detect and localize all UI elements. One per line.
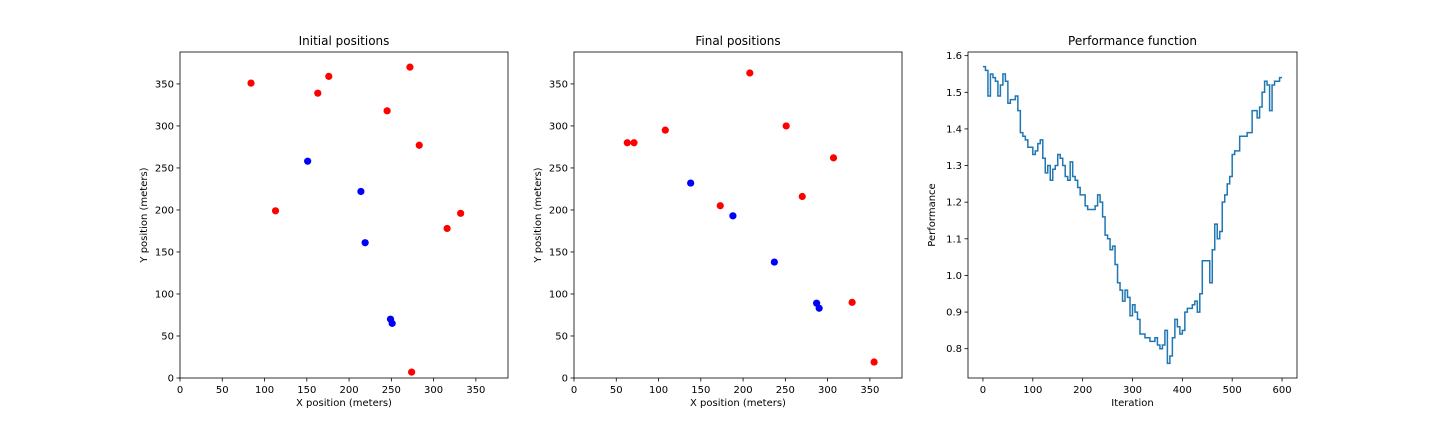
data-point [687,179,695,187]
x-tick-label: 300 [818,385,837,396]
final-positions-chart: Final positions X position (meters) Y po… [533,34,903,409]
data-point [716,202,724,210]
x-tick-label: 300 [1123,385,1142,396]
x-tick-label: 100 [255,385,274,396]
plot-frame [573,51,903,379]
data-point [457,209,465,217]
plot-area [982,65,1283,365]
x-tick-label: 200 [340,385,359,396]
series-line [982,65,1283,365]
y-tick-label: 0 [562,374,568,385]
y-tick-label: 1.4 [946,124,962,135]
y-tick-label: 1.1 [946,234,962,245]
chart-title: Performance function [1068,34,1197,48]
x-tick-label: 500 [1223,385,1242,396]
x-tick-label: 0 [571,385,577,396]
y-tick-label: 1.3 [946,161,962,172]
x-tick-label: 0 [980,385,986,396]
data-point [782,122,790,130]
y-tick-label: 250 [155,163,174,174]
y-tick-label: 1.6 [946,51,962,62]
x-tick-label: 150 [297,385,316,396]
x-tick-label: 50 [216,385,229,396]
y-tick-label: 0 [168,374,174,385]
y-tick-label: 150 [155,247,174,258]
x-tick-label: 400 [1173,385,1192,396]
x-tick-label: 150 [691,385,710,396]
y-tick-label: 1.0 [946,271,962,282]
plot-area [623,69,878,366]
data-point [408,368,416,376]
x-tick-label: 0 [177,385,183,396]
y-tick-label: 350 [549,79,568,90]
y-tick-label: 150 [549,247,568,258]
y-tick-label: 1.2 [946,198,962,209]
y-tick-label: 1.5 [946,88,962,99]
y-tick-label: 100 [155,289,174,300]
x-tick-label: 600 [1272,385,1291,396]
x-tick-label: 100 [1023,385,1042,396]
x-tick-label: 250 [382,385,401,396]
plot-frame [179,51,509,379]
data-point [848,298,856,306]
y-tick-label: 0.8 [946,344,962,355]
data-point [770,258,778,266]
data-point [325,72,333,80]
data-point [443,224,451,233]
x-tick-label: 50 [610,385,623,396]
performance-function-chart: Performance function Iteration Performan… [927,34,1298,409]
x-tick-label: 200 [1073,385,1092,396]
data-point [746,69,754,77]
data-point [304,157,312,165]
plot-area [247,63,465,376]
x-tick-label: 200 [734,385,753,396]
y-axis-label: Y position (meters) [139,167,150,263]
data-point [870,358,878,366]
y-tick-label: 300 [155,121,174,132]
data-point [314,89,322,97]
initial-positions-chart: Initial positions X position (meters) Y … [139,34,509,409]
data-point [815,304,823,312]
y-tick-label: 200 [155,205,174,216]
x-tick-label: 100 [649,385,668,396]
x-tick-label: 250 [776,385,795,396]
x-axis-label: X position (meters) [690,398,786,409]
y-tick-label: 50 [161,331,174,342]
y-tick-label: 350 [155,79,174,90]
data-point [361,239,369,247]
x-axis-label: X position (meters) [296,398,392,409]
y-tick-label: 300 [549,121,568,132]
data-point [271,207,280,215]
data-point [406,63,414,71]
data-point [630,139,638,147]
x-tick-label: 350 [466,385,485,396]
y-axis-label: Y position (meters) [533,167,544,263]
y-tick-label: 200 [549,205,568,216]
chart-title: Final positions [695,34,780,48]
data-point [415,141,423,149]
data-point [829,154,838,162]
data-point [388,319,396,327]
data-point [383,107,391,115]
data-point [247,79,255,87]
y-tick-label: 100 [549,289,568,300]
data-point [357,187,365,196]
x-axis-label: Iteration [1111,398,1153,409]
data-point [623,139,631,147]
y-tick-label: 0.9 [946,308,962,319]
data-point [798,192,806,201]
x-tick-label: 350 [860,385,879,396]
x-tick-label: 300 [424,385,443,396]
y-tick-label: 50 [555,331,568,342]
data-point [729,212,737,220]
y-axis-label: Performance [927,183,938,246]
y-tick-label: 250 [549,163,568,174]
data-point [661,126,669,134]
chart-title: Initial positions [299,34,390,48]
